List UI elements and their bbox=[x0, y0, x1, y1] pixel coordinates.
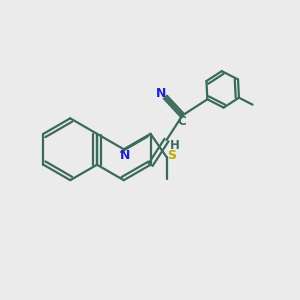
Text: S: S bbox=[167, 149, 176, 162]
Text: N: N bbox=[120, 149, 130, 162]
Text: N: N bbox=[156, 87, 166, 100]
Text: C: C bbox=[178, 116, 186, 128]
Text: H: H bbox=[169, 139, 179, 152]
